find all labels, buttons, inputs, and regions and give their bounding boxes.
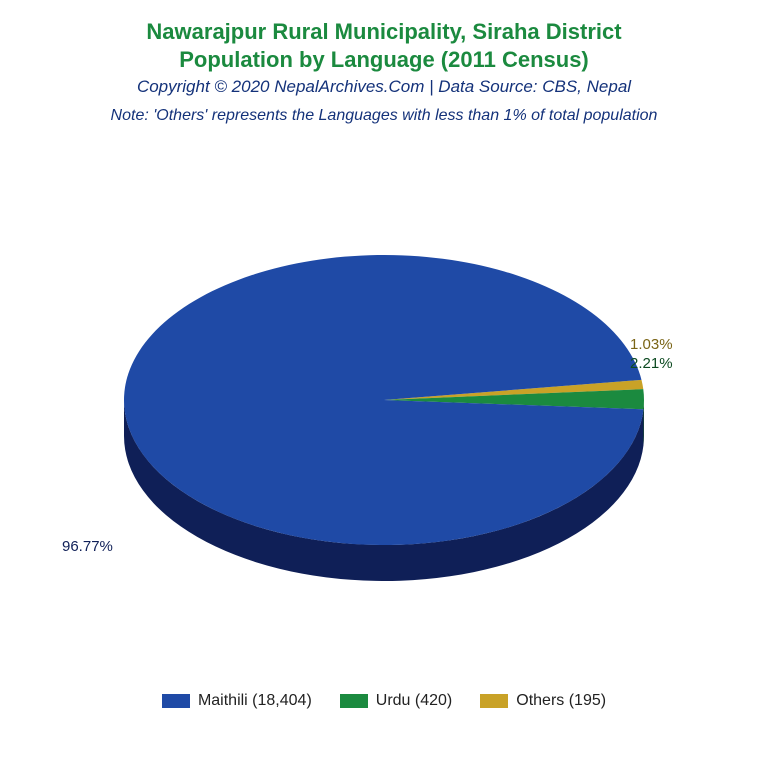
pct-label: 1.03% — [630, 336, 673, 353]
legend-label: Urdu (420) — [376, 692, 452, 710]
title-block: Nawarajpur Rural Municipality, Siraha Di… — [0, 0, 768, 125]
legend-item: Urdu (420) — [340, 692, 452, 710]
legend: Maithili (18,404) Urdu (420) Others (195) — [0, 692, 768, 713]
pie-chart: 1.03% 2.21% 96.77% — [0, 180, 768, 620]
legend-item: Others (195) — [480, 692, 606, 710]
legend-item: Maithili (18,404) — [162, 692, 312, 710]
chart-subtitle: Copyright © 2020 NepalArchives.Com | Dat… — [0, 77, 768, 97]
chart-title-line2: Population by Language (2011 Census) — [0, 46, 768, 74]
legend-swatch — [480, 694, 508, 708]
legend-swatch — [340, 694, 368, 708]
legend-swatch — [162, 694, 190, 708]
pct-label: 2.21% — [630, 355, 673, 372]
legend-label: Maithili (18,404) — [198, 692, 312, 710]
chart-title-line1: Nawarajpur Rural Municipality, Siraha Di… — [0, 18, 768, 46]
legend-label: Others (195) — [516, 692, 606, 710]
chart-note: Note: 'Others' represents the Languages … — [0, 107, 768, 125]
pct-label: 96.77% — [62, 538, 113, 555]
